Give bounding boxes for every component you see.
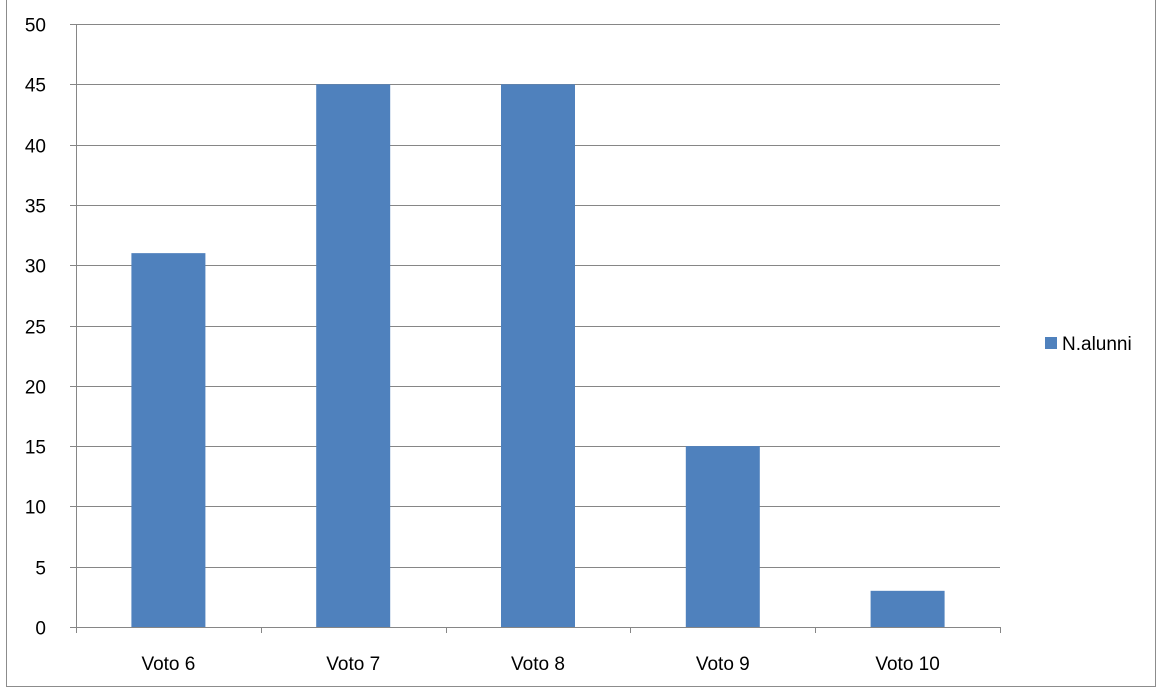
legend-label: N.alunni — [1062, 334, 1132, 355]
bar — [316, 84, 391, 628]
bar — [870, 590, 945, 627]
y-tick-label: 5 — [35, 559, 46, 580]
y-axis-tick-labels: 0 5 10 15 20 25 30 35 40 45 50 — [25, 16, 46, 640]
x-tick-label: Voto 9 — [696, 654, 750, 675]
y-tick-label: 15 — [25, 438, 46, 459]
y-tick-label: 20 — [25, 378, 46, 399]
y-tick-label: 45 — [25, 76, 46, 97]
y-tick-label: 10 — [25, 498, 46, 519]
bars — [131, 84, 945, 628]
bar — [685, 446, 760, 627]
chart-frame — [6, 0, 1156, 687]
y-tick-label: 35 — [25, 197, 46, 218]
y-tick-label: 0 — [35, 619, 46, 640]
legend: N.alunni — [1045, 334, 1132, 355]
x-tick-label: Voto 10 — [875, 654, 939, 675]
y-tick-label: 40 — [25, 137, 46, 158]
x-tick-label: Voto 6 — [141, 654, 195, 675]
y-tick-label: 30 — [25, 257, 46, 278]
bar — [501, 84, 575, 628]
y-tick-label: 25 — [25, 318, 46, 339]
bar — [131, 253, 206, 627]
x-axis-tick-labels: Voto 6 Voto 7 Voto 8 Voto 9 Voto 10 — [141, 654, 939, 675]
axes — [70, 24, 1001, 633]
legend-swatch — [1045, 337, 1057, 349]
x-tick-label: Voto 7 — [326, 654, 380, 675]
y-tick-label: 50 — [25, 16, 46, 37]
x-tick-label: Voto 8 — [511, 654, 565, 675]
